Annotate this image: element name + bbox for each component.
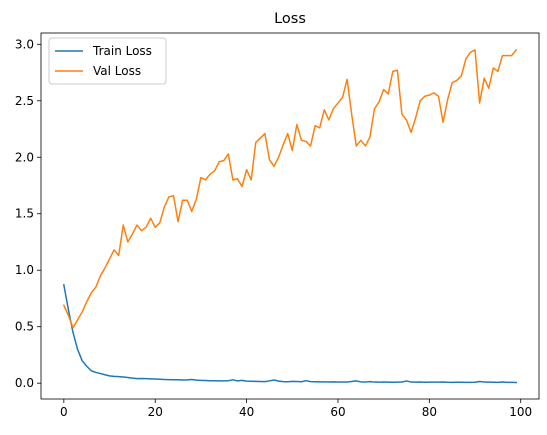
y-tick-label: 1.0: [15, 263, 34, 277]
legend: Train Loss Val Loss: [48, 37, 167, 85]
legend-label-train-loss: Train Loss: [92, 44, 152, 58]
plot-area: [41, 33, 539, 399]
axis-ticks: 0 20 40 60 80 100 0.0 0.5 1.0 1.5 2.0 2.5 3.0: [15, 37, 532, 419]
y-tick-label: 1.5: [15, 207, 34, 221]
x-tick-label: 20: [148, 405, 163, 419]
series-lines: [62, 48, 518, 384]
x-tick-label: 0: [60, 405, 68, 419]
chart-title: Loss: [274, 11, 306, 27]
val-loss-line: [62, 48, 518, 329]
y-tick-label: 2.5: [15, 94, 34, 108]
train-loss-line: [62, 284, 517, 384]
y-tick-label: 0.0: [15, 376, 34, 390]
legend-label-val-loss: Val Loss: [93, 64, 141, 78]
x-tick-label: 40: [239, 405, 254, 419]
legend-box: [48, 37, 167, 85]
x-tick-label: 100: [509, 405, 532, 419]
y-tick-label: 2.0: [15, 150, 34, 164]
x-tick-label: 80: [422, 405, 437, 419]
x-tick-label: 60: [330, 405, 345, 419]
y-tick-label: 0.5: [15, 320, 34, 334]
y-tick-label: 3.0: [15, 37, 34, 51]
plot-border: [40, 32, 540, 400]
